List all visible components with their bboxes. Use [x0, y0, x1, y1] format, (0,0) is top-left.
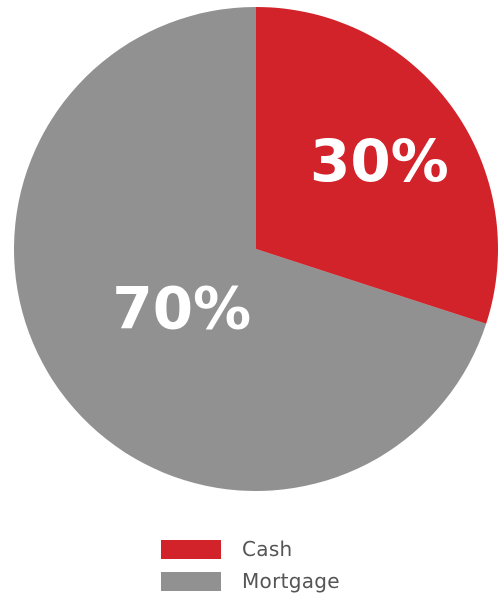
legend-swatch-mortgage	[161, 571, 221, 591]
pie-slice-cash	[256, 7, 498, 324]
pie-label-mortgage: 70%	[112, 275, 251, 343]
pie-slices	[13, 7, 498, 491]
pie-chart: 30% 70%	[13, 7, 498, 491]
legend-item-mortgage: Mortgage	[161, 565, 340, 597]
legend-swatch-cash	[161, 539, 221, 559]
pie-labels: 30% 70%	[112, 127, 448, 343]
legend-item-cash: Cash	[161, 533, 340, 565]
legend-label-mortgage: Mortgage	[242, 569, 340, 593]
pie-slice-mortgage	[13, 7, 487, 491]
pie-label-cash: 30%	[310, 127, 449, 195]
legend: Cash Mortgage	[161, 533, 340, 597]
legend-label-cash: Cash	[242, 537, 293, 561]
